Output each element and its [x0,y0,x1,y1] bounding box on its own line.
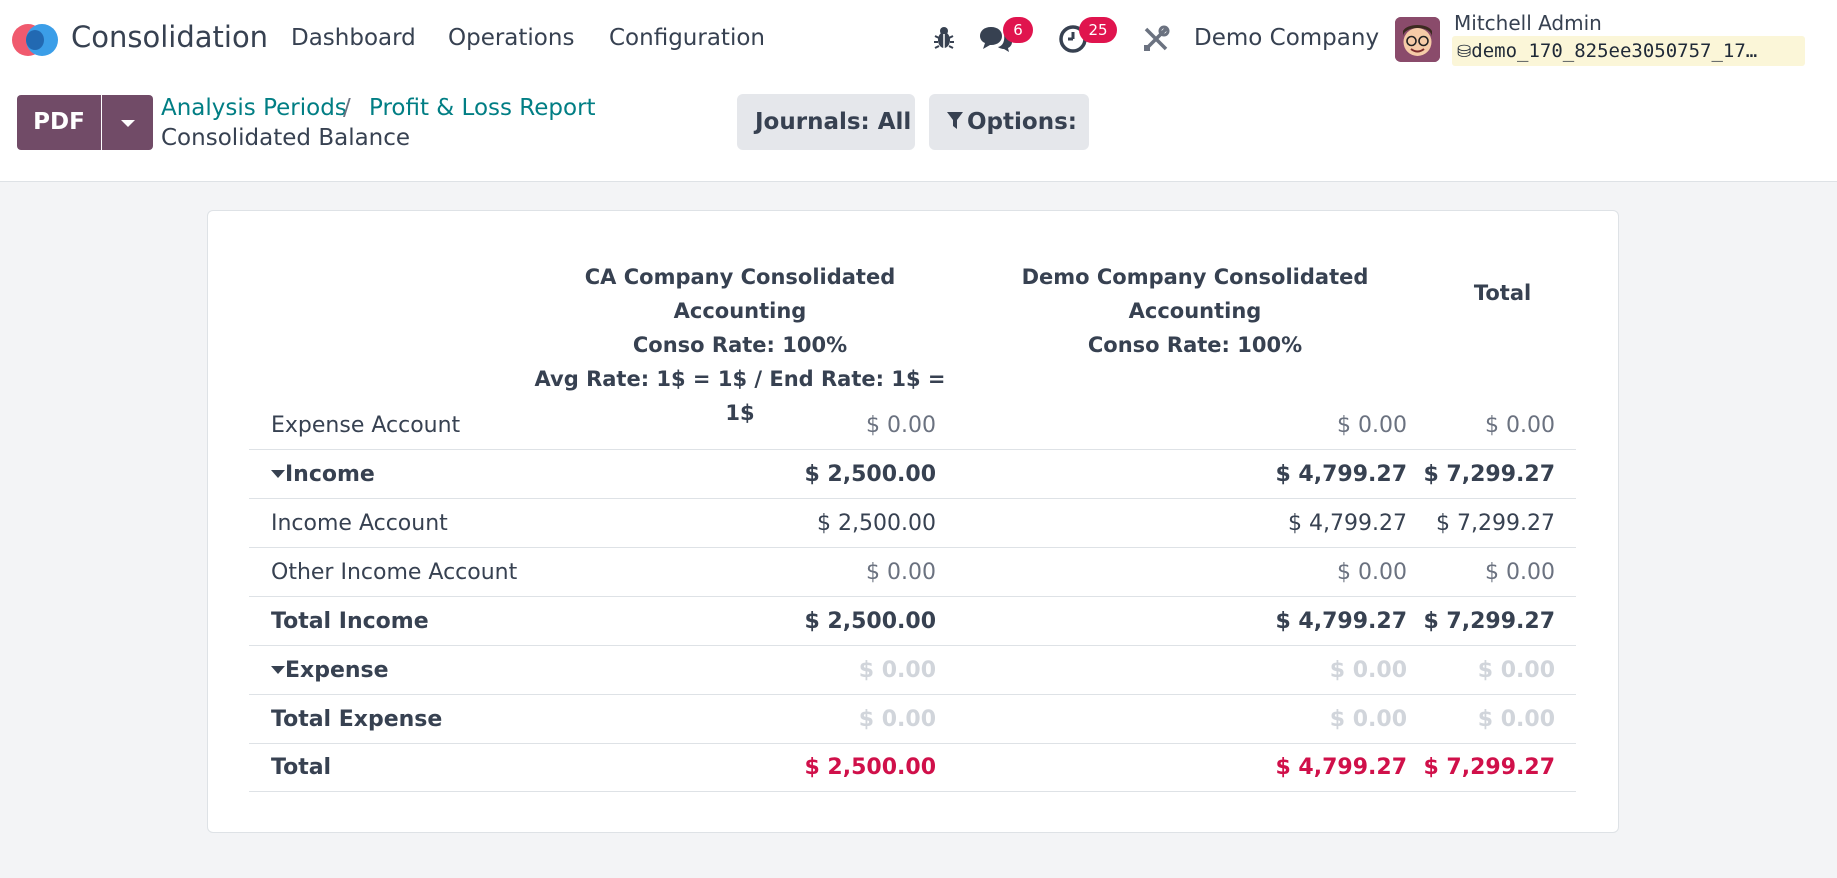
avatar[interactable] [1395,17,1440,62]
row-value: $ 2,500.00 [804,609,936,634]
journals-filter-button[interactable]: Journals: All [737,94,915,150]
database-chip: ⛁demo_170_825ee3050757_17… [1452,36,1805,66]
row-value: $ 0.00 [1477,658,1555,683]
row-value: $ 7,299.27 [1423,755,1555,780]
column-header-ca-company: CA Company Consolidated Accounting Conso… [520,260,960,430]
row-value: $ 0.00 [1337,560,1407,585]
row-value: $ 4,799.27 [1275,462,1407,487]
pdf-dropdown-toggle[interactable] [102,95,153,150]
journals-filter-label: Journals: All [755,109,912,135]
menu-configuration[interactable]: Configuration [609,25,765,51]
group-label: Income [285,462,375,487]
row-value: $ 4,799.27 [1275,755,1407,780]
row-value: $ 2,500.00 [817,511,936,536]
row-value: $ 2,500.00 [804,462,936,487]
page-title: Consolidated Balance [161,125,411,151]
menu-operations[interactable]: Operations [448,25,575,51]
table-row-total-income: Total Income $ 2,500.00 $ 4,799.27 $ 7,2… [249,597,1576,646]
row-label: Income Account [271,511,448,536]
table-row-group-income[interactable]: Income $ 2,500.00 $ 4,799.27 $ 7,299.27 [249,450,1576,499]
table-row[interactable]: Other Income Account $ 0.00 $ 0.00 $ 0.0… [249,548,1576,597]
table-row-group-expense[interactable]: Expense $ 0.00 $ 0.00 $ 0.00 [249,646,1576,695]
table-row-total-expense: Total Expense $ 0.00 $ 0.00 $ 0.00 [249,695,1576,744]
row-value: $ 0.00 [866,560,936,585]
column-header-demo-company: Demo Company Consolidated Accounting Con… [975,260,1415,362]
caret-down-icon[interactable] [271,666,285,674]
column-header-line: Conso Rate: 100% [1087,333,1303,357]
control-panel: PDF Analysis Periods / Profit & Loss Rep… [0,78,1837,182]
table-row[interactable]: Expense Account $ 0.00 $ 0.00 $ 0.00 [249,401,1576,450]
user-name[interactable]: Mitchell Admin [1454,11,1602,35]
options-button[interactable]: Options: [929,94,1089,150]
column-header-line: Demo Company Consolidated Accounting [1021,265,1369,323]
column-header-line: Conso Rate: 100% [632,333,848,357]
column-header-line: Total [1473,281,1532,305]
breadcrumb-analysis-periods[interactable]: Analysis Periods [161,95,347,121]
breadcrumb-separator: / [343,95,351,121]
row-value: $ 0.00 [1329,707,1407,732]
options-label: Options: [967,109,1077,135]
row-label: Expense Account [271,413,461,438]
row-value: $ 0.00 [866,413,936,438]
caret-down-icon [121,120,135,127]
row-label: Total Income [271,609,429,634]
row-value: $ 7,299.27 [1423,609,1555,634]
column-header-total: Total [1430,276,1575,310]
tools-icon[interactable] [1142,25,1170,57]
row-value: $ 2,500.00 [804,755,936,780]
top-navbar: Consolidation Dashboard Operations Confi… [0,0,1837,78]
row-label: Total Expense [271,707,443,732]
filter-icon [947,95,963,151]
row-value: $ 0.00 [1337,413,1407,438]
row-value: $ 0.00 [858,707,936,732]
column-header-line: Avg Rate: 1$ = 1$ / End Rate: 1$ = 1$ [534,367,946,425]
table-row[interactable]: Income Account $ 2,500.00 $ 4,799.27 $ 7… [249,499,1576,548]
menu-dashboard[interactable]: Dashboard [291,25,416,51]
row-value: $ 0.00 [858,658,936,683]
breadcrumb-profit-loss-report[interactable]: Profit & Loss Report [369,95,596,121]
caret-down-icon[interactable] [271,470,285,478]
row-value: $ 0.00 [1485,413,1555,438]
row-value: $ 0.00 [1329,658,1407,683]
pdf-button[interactable]: PDF [17,95,101,150]
row-value: $ 4,799.27 [1288,511,1407,536]
activities-badge: 25 [1079,17,1117,43]
table-row-grand-total: Total $ 2,500.00 $ 4,799.27 $ 7,299.27 [249,743,1576,792]
row-value: $ 4,799.27 [1275,609,1407,634]
column-header-line: CA Company Consolidated Accounting [584,265,896,323]
database-icon: ⛁ [1457,42,1472,62]
messages-badge: 6 [1003,17,1033,43]
row-value: $ 0.00 [1477,707,1555,732]
bug-icon[interactable] [932,25,956,55]
report-card [207,210,1619,833]
row-label: Other Income Account [271,560,518,585]
row-label: Total [271,755,332,780]
app-name[interactable]: Consolidation [71,20,269,54]
company-switcher[interactable]: Demo Company [1194,25,1380,51]
row-value: $ 7,299.27 [1423,462,1555,487]
row-value: $ 0.00 [1485,560,1555,585]
database-name: demo_170_825ee3050757_17… [1471,40,1758,62]
row-label: Income [271,462,375,487]
row-label: Expense [271,658,389,683]
app-logo-icon[interactable] [12,24,60,56]
group-label: Expense [285,658,389,683]
row-value: $ 7,299.27 [1436,511,1555,536]
